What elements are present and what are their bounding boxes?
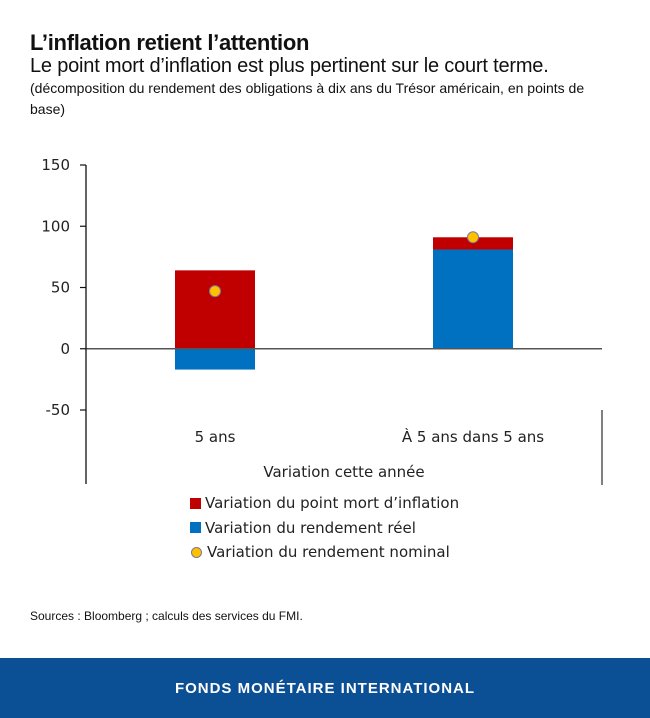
legend: Variation du point mort d’inflation Vari… bbox=[190, 491, 459, 565]
bar-segment bbox=[175, 270, 255, 349]
legend-label: Variation du rendement nominal bbox=[207, 543, 450, 562]
y-tick-label: -50 bbox=[46, 401, 71, 419]
legend-item-breakeven: Variation du point mort d’inflation bbox=[190, 491, 459, 516]
y-tick-label: 50 bbox=[51, 279, 70, 297]
category-label: 5 ans bbox=[195, 428, 236, 446]
legend-label: Variation du rendement réel bbox=[205, 518, 416, 537]
legend-item-nominal-yield: Variation du rendement nominal bbox=[190, 540, 459, 565]
nominal-yield-marker bbox=[467, 231, 479, 244]
footer-label: FONDS MONÉTAIRE INTERNATIONAL bbox=[174, 679, 476, 697]
bar-segment bbox=[433, 249, 513, 349]
bar-segment bbox=[433, 237, 513, 250]
nominal-yield-marker bbox=[209, 285, 221, 298]
category-label: À 5 ans dans 5 ans bbox=[402, 427, 544, 446]
bars-group bbox=[175, 237, 513, 370]
y-tick-label: 100 bbox=[41, 217, 70, 235]
legend-swatch-dot bbox=[191, 546, 202, 558]
chart-area: 150 100 50 0 -50 5 ans À 5 ans dans 5 ans Var… bbox=[41, 156, 603, 485]
y-tick-label: 150 bbox=[41, 156, 70, 174]
legend-item-real-yield: Variation du rendement réel bbox=[190, 516, 459, 541]
bar-segment bbox=[175, 348, 255, 370]
category-labels: 5 ans À 5 ans dans 5 ans bbox=[195, 427, 545, 446]
chart-subtitle: Le point mort d’inflation est plus perti… bbox=[30, 55, 549, 77]
legend-swatch-blue bbox=[190, 522, 201, 534]
y-axis-ticks: 150 100 50 0 -50 bbox=[41, 156, 86, 419]
footer-banner: FONDS MONÉTAIRE INTERNATIONAL bbox=[0, 658, 650, 718]
x-axis-label: Variation cette année bbox=[263, 463, 424, 481]
chart-title: L’inflation retient l’attention bbox=[30, 30, 310, 55]
legend-label: Variation du point mort d’inflation bbox=[205, 494, 460, 513]
legend-swatch-red bbox=[190, 497, 201, 509]
source-note: Sources : Bloomberg ; calculs des servic… bbox=[30, 609, 303, 623]
y-tick-label: 0 bbox=[60, 340, 70, 358]
chart-note: (décomposition du rendement des obligati… bbox=[30, 80, 585, 117]
markers-group bbox=[209, 231, 479, 298]
